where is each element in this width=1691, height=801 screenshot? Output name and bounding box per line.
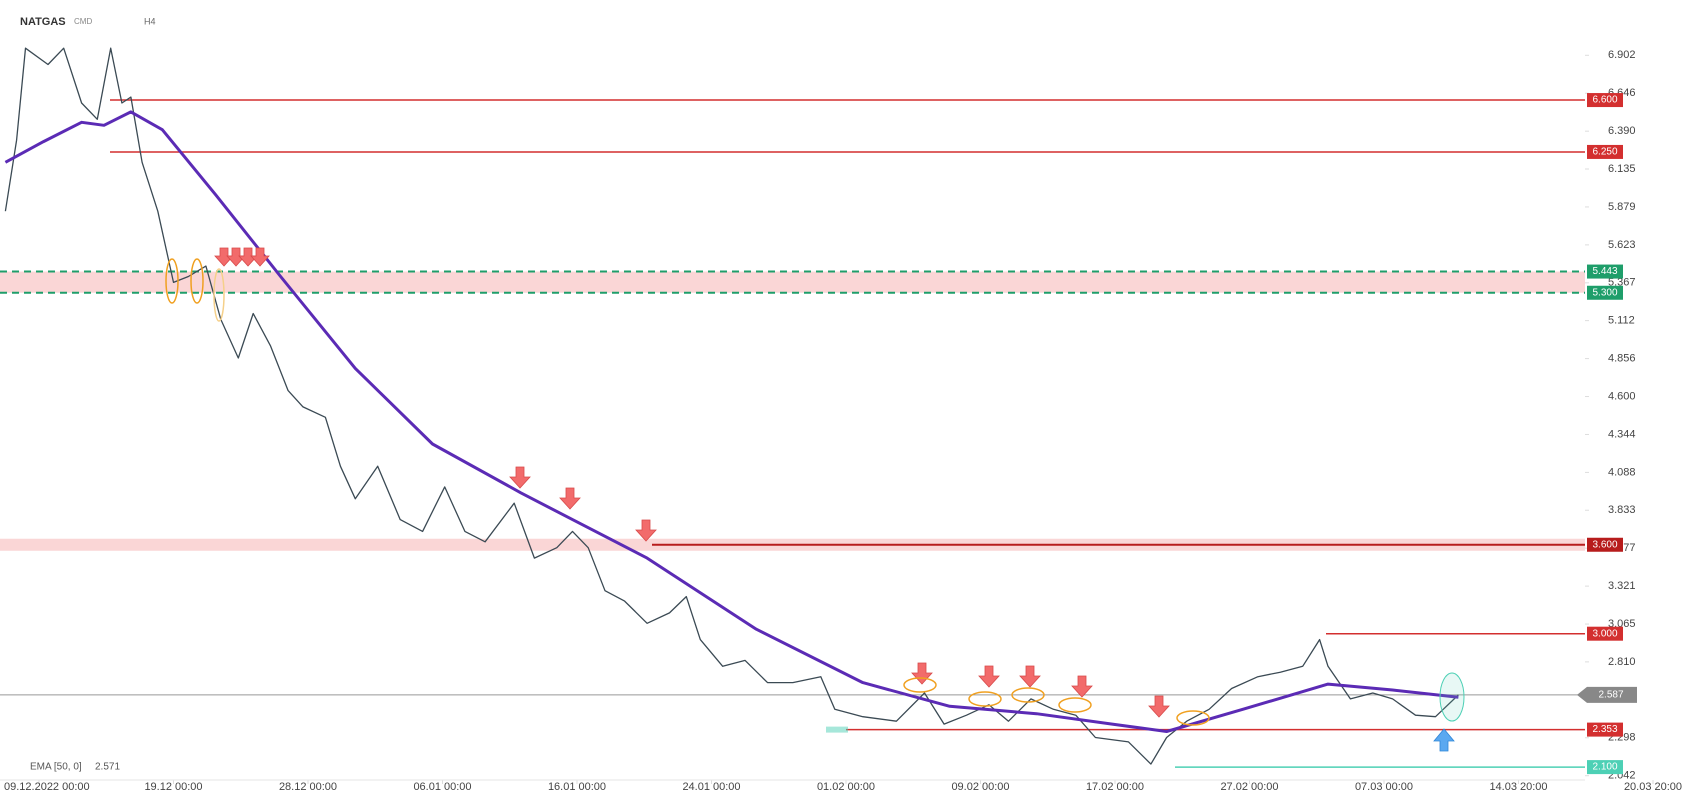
indicator-label: EMA [50, 0] — [30, 762, 82, 773]
level-tag-bg — [1587, 285, 1623, 300]
y-tick-label: 6.135 — [1608, 163, 1636, 175]
band — [826, 726, 848, 733]
axes: 6.9026.6466.3906.1355.8795.6235.3675.112… — [0, 49, 1682, 793]
level-tag: 6.250 — [1587, 144, 1623, 159]
x-tick-label: 06.01 00:00 — [413, 781, 471, 793]
y-tick-label: 4.344 — [1608, 428, 1636, 440]
level-label: 3.600 — [1592, 539, 1617, 550]
y-tick-label: 5.623 — [1608, 239, 1636, 251]
level-label: 6.600 — [1592, 95, 1617, 106]
x-tick-label: 17.02 00:00 — [1086, 781, 1144, 793]
level-tag: 5.443 — [1587, 264, 1623, 279]
level-label: 3.000 — [1592, 628, 1617, 639]
level-tag: 6.600 — [1587, 93, 1623, 108]
level-tag: 3.600 — [1587, 537, 1623, 552]
levels — [0, 99, 1585, 768]
y-tick-label: 4.088 — [1608, 466, 1636, 478]
level-tag: 2.100 — [1587, 760, 1623, 775]
y-tick-label: 2.810 — [1608, 656, 1636, 668]
y-tick-label: 3.833 — [1608, 504, 1636, 516]
x-tick-label: 24.01 00:00 — [682, 781, 740, 793]
y-tick-label: 5.367 — [1608, 277, 1636, 289]
level-tag-bg — [1587, 760, 1623, 775]
level-tag: 2.353 — [1587, 722, 1623, 737]
x-tick-label: 09.02 00:00 — [951, 781, 1009, 793]
y-tick-label: 4.600 — [1608, 390, 1636, 402]
indicator-value: 2.571 — [95, 762, 120, 773]
level-tag: 3.000 — [1587, 626, 1623, 641]
ema-line — [4, 110, 1459, 733]
y-tick-label: 3.321 — [1608, 580, 1636, 592]
y-tick-label: 4.856 — [1608, 352, 1636, 364]
level-tag-bg — [1587, 537, 1623, 552]
level-label: 5.300 — [1592, 287, 1617, 298]
market: CMD — [74, 17, 92, 26]
y-tick-label: 6.390 — [1608, 125, 1636, 137]
last-price-bg — [1577, 686, 1637, 703]
x-tick-label: 27.02 00:00 — [1220, 781, 1278, 793]
annotations — [165, 247, 1465, 752]
symbol: NATGAS — [20, 16, 66, 28]
x-tick-label: 16.01 00:00 — [548, 781, 606, 793]
x-tick-label: 09.12.2022 00:00 — [4, 781, 90, 793]
level-tag-bg — [1587, 264, 1623, 279]
interval: H4 — [144, 16, 156, 26]
last-price-label: 2.587 — [1598, 690, 1623, 701]
y-tick-label: 6.902 — [1608, 49, 1636, 61]
level-tag-bg — [1587, 722, 1623, 737]
x-tick-label: 20.03 20:00 — [1624, 781, 1682, 793]
x-tick-label: 07.03 00:00 — [1355, 781, 1413, 793]
x-tick-label: 19.12 00:00 — [144, 781, 202, 793]
x-tick-label: 14.03 20:00 — [1489, 781, 1547, 793]
y-tick-label: 5.879 — [1608, 201, 1636, 213]
x-tick-label: 01.02 00:00 — [817, 781, 875, 793]
level-label: 2.100 — [1592, 762, 1617, 773]
level-label: 2.353 — [1592, 724, 1617, 735]
level-tag-bg — [1587, 93, 1623, 108]
x-tick-label: 28.12 00:00 — [279, 781, 337, 793]
level-tag: 5.300 — [1587, 285, 1623, 300]
zone — [0, 271, 1585, 293]
level-tag-bg — [1587, 626, 1623, 641]
level-label: 6.250 — [1592, 147, 1617, 158]
level-tag-bg — [1587, 144, 1623, 159]
level-label: 5.443 — [1592, 266, 1617, 277]
last-price-tag: 2.587 — [1577, 686, 1637, 703]
y-tick-label: 5.112 — [1608, 315, 1635, 327]
